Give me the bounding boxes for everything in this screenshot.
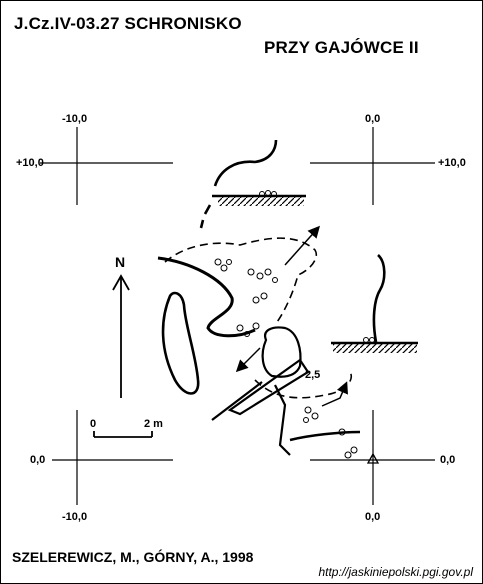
cave-wall bbox=[157, 256, 256, 338]
grid-label-top-left-x: -10,0 bbox=[62, 113, 88, 125]
grid-label-left-bottom-y: 0,0 bbox=[30, 454, 46, 466]
rock-ledge-hatch-top bbox=[218, 196, 304, 206]
cave-name-title: PRZY GAJÓWCE II bbox=[264, 38, 419, 57]
rock-pillar bbox=[161, 291, 200, 395]
source-url: http://jaskiniepolski.pgi.gov.pl bbox=[318, 565, 473, 579]
grid-label-top-right-x: 0,0 bbox=[365, 113, 381, 125]
entrance-boulder bbox=[261, 326, 302, 378]
scale-label-end: 2 m bbox=[144, 418, 163, 430]
rubble-markings bbox=[214, 190, 375, 459]
grid-label-right-bottom-y: 0,0 bbox=[440, 454, 456, 466]
grid-label-right-top-y: +10,0 bbox=[438, 157, 466, 169]
scale-bar bbox=[93, 431, 153, 438]
north-label: N bbox=[115, 254, 126, 270]
grid-label-bottom-left-x: -10,0 bbox=[62, 511, 88, 523]
ceiling-outline bbox=[164, 237, 317, 326]
survey-point-icon bbox=[366, 452, 380, 464]
grid-crosses bbox=[40, 127, 435, 505]
grid-label-bottom-right-x: 0,0 bbox=[365, 511, 381, 523]
rock-ledge-hatch-right bbox=[333, 343, 417, 353]
author-credit: SZELEREWICZ, M., GÓRNY, A., 1998 bbox=[12, 549, 254, 565]
cave-id-title: J.Cz.IV-03.27 SCHRONISKO bbox=[14, 14, 242, 33]
scale-label-start: 0 bbox=[90, 418, 97, 430]
grid-label-left-top-y: +10,0 bbox=[16, 157, 44, 169]
